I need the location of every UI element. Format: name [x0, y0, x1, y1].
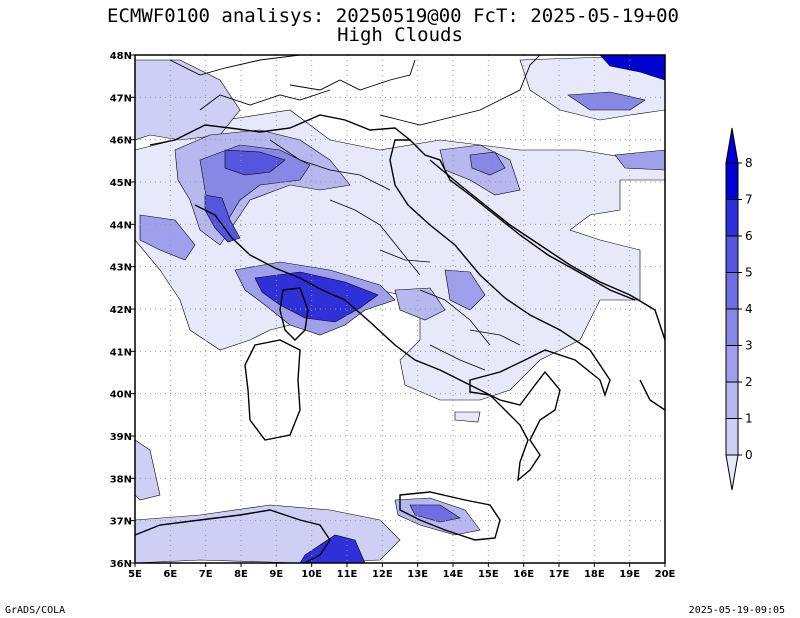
lon-tick-label: 18E — [584, 569, 605, 580]
cloud-area-sw — [135, 439, 161, 501]
coastline-africa — [135, 509, 331, 563]
coastline-sardinia — [244, 339, 301, 441]
border-countries — [169, 55, 541, 126]
title-line-2: High Clouds — [337, 24, 463, 46]
colorbar: 0 1 2 3 4 5 6 7 8 — [725, 127, 753, 491]
lon-tick-label: 9E — [269, 569, 283, 580]
colorbar-segment — [725, 381, 739, 419]
coastline-balkans — [429, 159, 665, 341]
lat-tick-label: 44N — [110, 220, 132, 231]
coastline-alps-north — [149, 114, 411, 146]
lon-tick-label: 7E — [199, 569, 213, 580]
colorbar-label: 7 — [745, 193, 753, 207]
lon-tick-label: 12E — [372, 569, 393, 580]
lat-tick-label: 42N — [110, 305, 132, 316]
footer-right: 2025-05-19-09:05 — [689, 605, 785, 616]
lon-tick-label: 19E — [619, 569, 640, 580]
lon-tick-label: 20E — [655, 569, 676, 580]
colorbar-label: 4 — [745, 302, 753, 316]
lat-tick-label: 43N — [110, 263, 132, 274]
lon-tick-label: 11E — [337, 569, 358, 580]
colorbar-segment — [725, 418, 739, 456]
colorbar-label: 3 — [745, 339, 753, 353]
colorbar-segment — [725, 308, 739, 346]
lon-tick-label: 15E — [478, 569, 499, 580]
lat-tick-label: 38N — [110, 474, 132, 485]
lon-tick-label: 14E — [443, 569, 464, 580]
colorbar-label: 5 — [745, 266, 753, 280]
lon-tick-label: 6E — [163, 569, 177, 580]
lat-tick-label: 40N — [110, 390, 132, 401]
lon-tick-label: 8E — [234, 569, 248, 580]
colorbar-label: 6 — [745, 229, 753, 243]
coastline-mainland — [194, 139, 636, 482]
grid-lines — [135, 55, 665, 563]
cloud-area-north-east-patch — [567, 91, 646, 111]
lon-tick-label: 13E — [407, 569, 428, 580]
lat-tick-label: 36N — [110, 559, 132, 570]
lat-tick-label: 37N — [110, 517, 132, 528]
cloud-area-west-sea — [139, 214, 196, 261]
longitude-axis: 5E 6E 7E 8E 9E 10E 11E 12E 13E 14E 15E 16E 17E 18E 19E… — [128, 563, 676, 580]
colorbar-segment — [725, 162, 739, 200]
lon-tick-label: 17E — [549, 569, 570, 580]
coastline-greece — [639, 379, 665, 411]
cloud-area-east-edge — [614, 149, 665, 171]
cloud-area-alps-peak — [224, 149, 286, 176]
colorbar-label: 8 — [745, 156, 753, 170]
lat-tick-label: 48N — [110, 51, 132, 62]
coastlines — [135, 55, 665, 563]
cloud-fields — [135, 55, 665, 563]
cloud-area-top-right-peak — [599, 55, 665, 81]
colorbar-segment — [725, 272, 739, 310]
lon-tick-label: 5E — [128, 569, 142, 580]
coastline-sicily — [399, 491, 501, 541]
cloud-area-south-peak — [299, 534, 366, 563]
coastline-corsica — [279, 287, 309, 341]
colorbar-end-high — [725, 127, 739, 164]
colorbar-label: 2 — [745, 375, 753, 389]
lon-tick-label: 10E — [301, 569, 322, 580]
colorbar-end-low — [725, 454, 739, 491]
cloud-area-sicily-core — [409, 504, 461, 523]
title-line-1: ECMWF0100 analisys: 20250519@00 FcT: 202… — [107, 5, 679, 27]
colorbar-label: 1 — [745, 412, 753, 426]
footer-left: GrADS/COLA — [5, 605, 65, 616]
cloud-area-central — [394, 287, 446, 321]
colorbar-segment — [725, 235, 739, 273]
lon-tick-label: 16E — [513, 569, 534, 580]
colorbar-label: 0 — [745, 448, 753, 462]
cloud-area-adriatic-core — [469, 151, 506, 176]
lat-tick-label: 39N — [110, 432, 132, 443]
border-regions — [269, 139, 521, 371]
map-area: 5E 6E 7E 8E 9E 10E 11E 12E 13E 14E 15E 16E 17E 18E 19E… — [110, 51, 676, 580]
lat-tick-label: 41N — [110, 347, 132, 358]
colorbar-segment — [725, 345, 739, 383]
latitude-axis: 36N 37N 38N 39N 40N 41N 42N 43N 44N 45N 46N 47N 48N — [110, 51, 135, 570]
colorbar-segment — [725, 199, 739, 237]
cloud-area-gargano — [444, 269, 486, 311]
lat-tick-label: 46N — [110, 136, 132, 147]
cloud-area-ionian — [454, 411, 481, 423]
lat-tick-label: 45N — [110, 178, 132, 189]
lat-tick-label: 47N — [110, 93, 132, 104]
